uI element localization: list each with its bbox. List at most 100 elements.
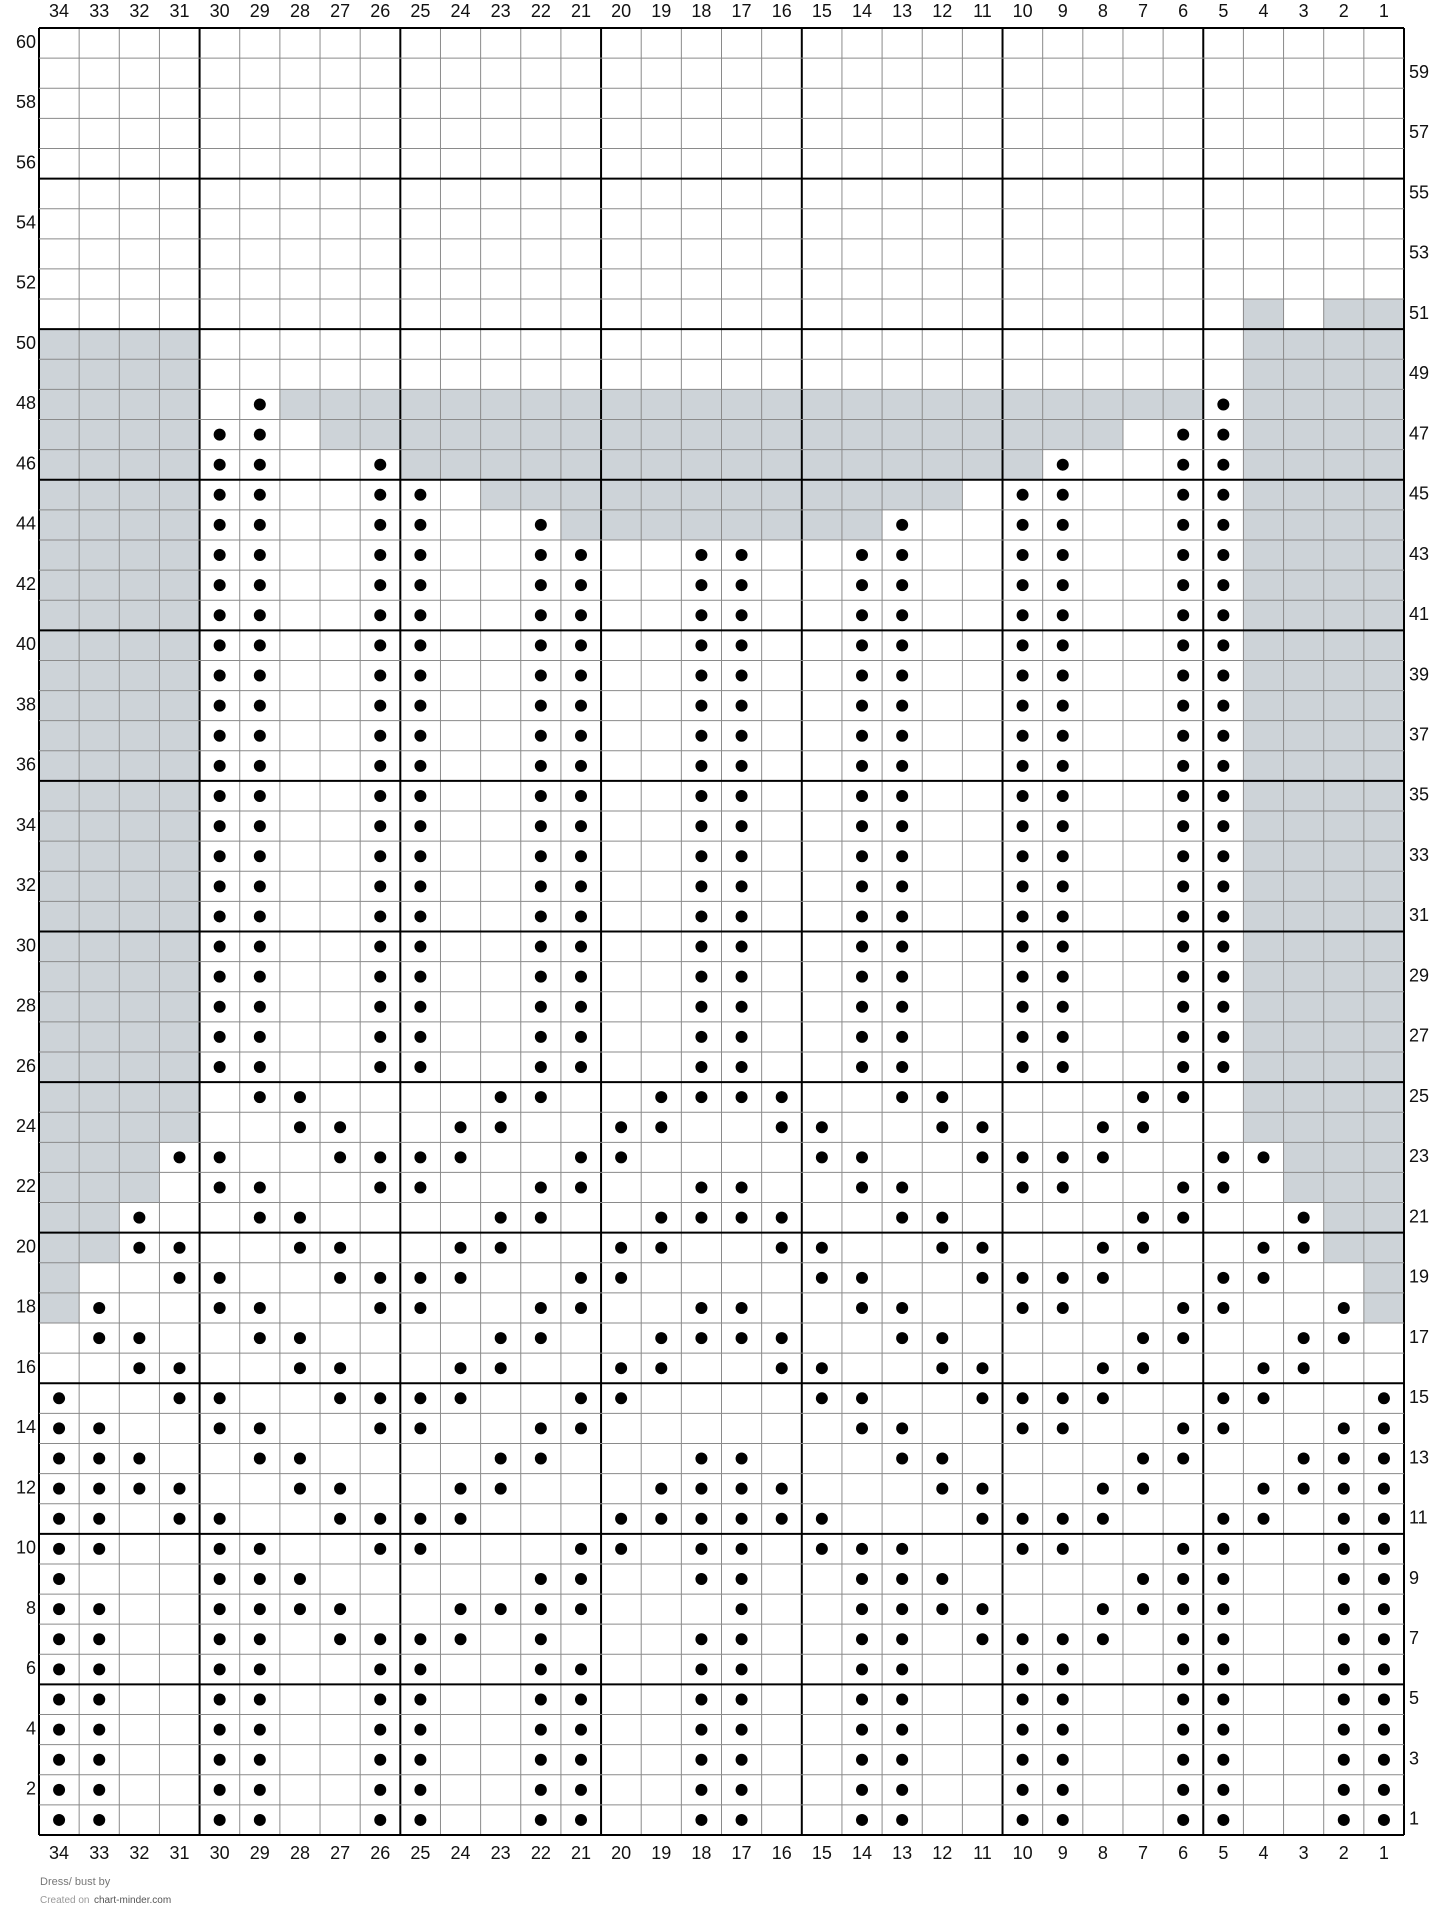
purl-dot	[896, 1030, 909, 1043]
shaded-cell	[1283, 1142, 1324, 1173]
purl-dot	[1137, 1211, 1150, 1224]
purl-dot	[896, 1061, 909, 1074]
purl-dot	[856, 1723, 869, 1736]
shaded-cell	[1363, 931, 1404, 962]
shaded-cell	[79, 1142, 120, 1173]
shaded-cell	[1363, 690, 1404, 721]
row-label: 41	[1409, 604, 1429, 624]
purl-dot	[1056, 1181, 1069, 1194]
purl-dot	[1217, 669, 1230, 682]
purl-dot	[173, 1392, 186, 1405]
shaded-cell	[39, 600, 80, 631]
shaded-cell	[1323, 299, 1364, 330]
shaded-cell	[1363, 720, 1404, 751]
purl-dot	[454, 1512, 467, 1525]
purl-dot	[213, 1030, 226, 1043]
shaded-cell	[1363, 299, 1404, 330]
purl-dot	[1056, 579, 1069, 592]
row-label: 18	[16, 1297, 36, 1317]
column-label: 24	[451, 1, 471, 21]
shaded-cell	[119, 479, 160, 510]
purl-dot	[93, 1723, 106, 1736]
purl-dot	[1337, 1813, 1350, 1826]
purl-dot	[1096, 1482, 1109, 1495]
purl-dot	[213, 1723, 226, 1736]
purl-dot	[374, 1693, 387, 1706]
purl-dot	[1096, 1151, 1109, 1164]
purl-dot	[1016, 880, 1029, 893]
purl-dot	[133, 1482, 146, 1495]
purl-dot	[655, 1211, 668, 1224]
dots	[53, 398, 1390, 1826]
column-label: 5	[1218, 1, 1228, 21]
shaded-cell	[119, 449, 160, 480]
shaded-cell	[1283, 389, 1324, 420]
shaded-cell	[119, 389, 160, 420]
shaded-cell	[39, 1021, 80, 1052]
purl-dot	[534, 1452, 547, 1465]
purl-dot	[896, 1723, 909, 1736]
purl-dot	[695, 1211, 708, 1224]
purl-dot	[1217, 820, 1230, 833]
footer-site: chart-minder.com	[94, 1895, 171, 1906]
purl-dot	[695, 1332, 708, 1345]
purl-dot	[53, 1512, 66, 1525]
shaded-cell	[39, 630, 80, 661]
shaded-cell	[520, 449, 561, 480]
purl-dot	[53, 1542, 66, 1555]
shaded-cell	[1323, 811, 1364, 842]
purl-dot	[695, 820, 708, 833]
shaded-cell	[79, 479, 120, 510]
purl-dot	[53, 1633, 66, 1646]
column-label: 21	[571, 1843, 591, 1863]
purl-dot	[1016, 1753, 1029, 1766]
shaded-cell	[159, 841, 200, 872]
shaded-cell	[560, 449, 602, 480]
purl-dot	[454, 1241, 467, 1254]
shaded-cell	[1243, 750, 1284, 781]
shaded-cell	[159, 871, 200, 902]
purl-dot	[695, 1663, 708, 1676]
purl-dot	[856, 1783, 869, 1796]
shaded-cell	[39, 509, 80, 540]
purl-dot	[374, 1783, 387, 1796]
purl-dot	[574, 1693, 587, 1706]
purl-dot	[213, 579, 226, 592]
purl-dot	[1217, 1753, 1230, 1766]
purl-dot	[173, 1512, 186, 1525]
purl-dot	[1177, 910, 1190, 923]
shaded-cell	[320, 419, 361, 450]
purl-dot	[1056, 1633, 1069, 1646]
purl-dot	[655, 1482, 668, 1495]
purl-dot	[53, 1813, 66, 1826]
shaded-cell	[1243, 841, 1284, 872]
purl-dot	[1177, 1723, 1190, 1736]
purl-dot	[695, 1542, 708, 1555]
purl-dot	[253, 970, 266, 983]
shaded-cell	[1323, 479, 1364, 510]
purl-dot	[896, 518, 909, 531]
purl-dot	[735, 1663, 748, 1676]
shaded-cell	[159, 750, 200, 781]
shaded-cell	[1243, 720, 1284, 751]
shaded-cell	[1243, 961, 1284, 992]
shaded-cell	[39, 961, 80, 992]
purl-dot	[1137, 1121, 1150, 1134]
purl-dot	[253, 609, 266, 622]
purl-dot	[213, 1813, 226, 1826]
purl-dot	[1217, 970, 1230, 983]
column-label: 29	[250, 1843, 270, 1863]
purl-dot	[133, 1362, 146, 1375]
shaded-cell	[1323, 419, 1364, 450]
column-label: 3	[1299, 1843, 1309, 1863]
column-label: 23	[491, 1, 511, 21]
shaded-cell	[1243, 901, 1284, 932]
purl-dot	[1217, 518, 1230, 531]
purl-dot	[574, 609, 587, 622]
purl-dot	[1297, 1452, 1310, 1465]
row-label: 42	[16, 574, 36, 594]
purl-dot	[695, 729, 708, 742]
purl-dot	[735, 789, 748, 802]
shaded-cell	[681, 509, 722, 540]
shaded-cell	[159, 901, 200, 932]
